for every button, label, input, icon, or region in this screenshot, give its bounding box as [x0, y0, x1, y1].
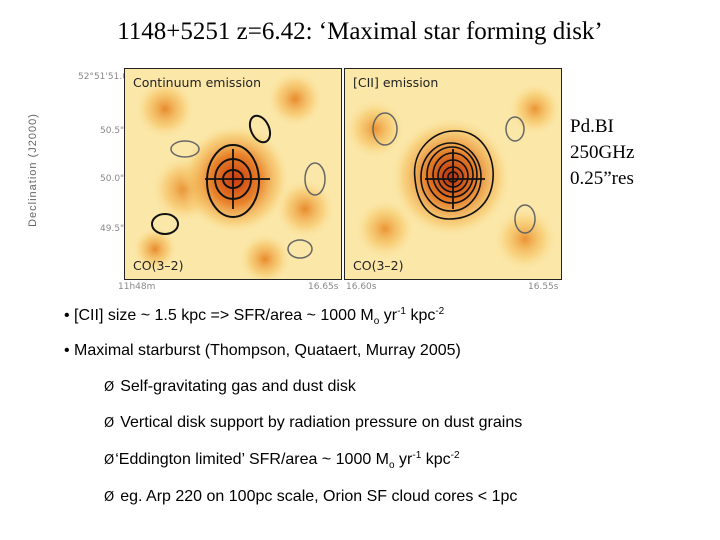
superscript: -2 — [450, 450, 460, 461]
resolution-line: 0.25”res — [570, 168, 634, 189]
subpoint-2: Ø Vertical disk support by radiation pres… — [104, 414, 522, 432]
arrow-icon: Ø — [104, 416, 115, 431]
superscript: -2 — [435, 306, 445, 317]
continuum-label: Continuum emission — [133, 75, 261, 90]
figure: Declination (J2000) 52°51'51.0" 50.5" 50… — [22, 64, 582, 304]
cii-map — [345, 69, 561, 279]
arrow-icon: Ø — [104, 453, 115, 468]
instrument-line: Pd.BI — [570, 116, 614, 137]
co-label: CO(3–2) — [353, 258, 404, 273]
subpoint-1: Ø Self-gravitating gas and dust disk — [104, 378, 356, 396]
frequency-line: 250GHz — [570, 142, 635, 163]
subpoint-text: Self-gravitating gas and dust disk — [120, 378, 356, 395]
y-tick: 49.5" — [100, 224, 125, 234]
x-tick: 16.65s — [308, 282, 339, 292]
bullet-text: yr — [379, 307, 398, 324]
y-tick: 50.0" — [100, 174, 125, 184]
cii-panel: [CII] emission CO(3–2) — [344, 68, 562, 280]
continuum-panel: Continuum emission CO(3–2) — [124, 68, 342, 280]
instrument-note: Pd.BI 250GHz 0.25”res — [570, 114, 634, 192]
subpoint-text: yr — [394, 451, 413, 468]
x-tick: 16.55s — [528, 282, 559, 292]
arrow-icon: Ø — [104, 490, 115, 505]
co-label: CO(3–2) — [133, 258, 184, 273]
superscript: -1 — [397, 306, 406, 317]
subscript: o — [389, 460, 395, 472]
subpoint-text: eg. Arp 220 on 100pc scale, Orion SF clo… — [120, 488, 518, 505]
declination-axis-label: Declination (J2000) — [27, 113, 39, 227]
continuum-map — [125, 69, 341, 279]
x-tick: 16.60s — [346, 282, 377, 292]
bullet-text: • [CII] size ~ 1.5 kpc => SFR/area ~ 100… — [64, 307, 374, 324]
x-tick: 11h48m — [118, 282, 156, 292]
y-tick: 50.5" — [100, 126, 125, 136]
bullet-maximal-starburst: • Maximal starburst (Thompson, Quataert,… — [64, 342, 461, 359]
bullet-text: kpc — [406, 307, 436, 324]
superscript: -1 — [412, 450, 422, 461]
subscript: o — [373, 316, 380, 328]
cii-label: [CII] emission — [353, 75, 439, 90]
subpoint-text: Vertical disk support by radiation press… — [120, 414, 523, 431]
arrow-icon: Ø — [104, 380, 115, 395]
subpoint-text: kpc — [421, 451, 451, 468]
y-tick: 52°51'51.0" — [78, 72, 133, 82]
bullet-cii-size: • [CII] size ~ 1.5 kpc => SFR/area ~ 100… — [64, 306, 444, 327]
subpoint-text: ‘Eddington limited’ SFR/area ~ 1000 M — [115, 451, 390, 468]
subpoint-3: Ø‘Eddington limited’ SFR/area ~ 1000 Mo … — [104, 450, 460, 471]
slide-title: 1148+5251 z=6.42: ‘Maximal star forming … — [117, 18, 603, 45]
